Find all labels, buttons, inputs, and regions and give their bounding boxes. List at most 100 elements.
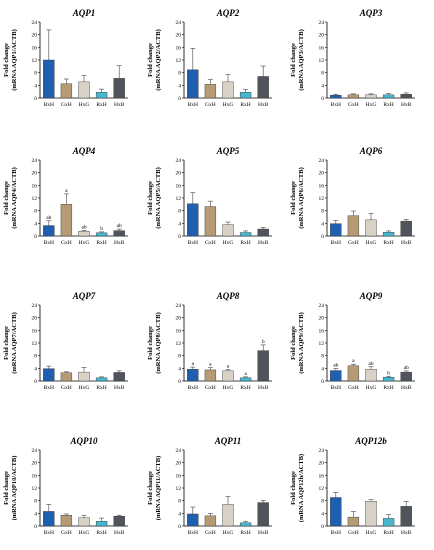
x-tick-label: BxH — [331, 102, 341, 108]
significance-label: a — [244, 371, 247, 377]
bar-bxh — [43, 368, 55, 382]
bar-hxb — [257, 502, 269, 527]
x-tick-label: HxB — [258, 240, 269, 246]
chart-title: AQP6 — [359, 146, 383, 156]
x-tick-label: RxH — [96, 530, 106, 536]
y-tick-label: 16 — [176, 45, 182, 51]
significance-label: ab — [81, 224, 86, 230]
bar-bxh — [187, 513, 199, 527]
significance-label: a — [65, 188, 68, 194]
y-tick-label: 4 — [321, 366, 324, 372]
y-tick-label: 8 — [34, 354, 37, 360]
bar-bxh — [330, 370, 342, 382]
y-tick-label: 0 — [34, 379, 37, 385]
y-axis-label-line1: Fold change — [3, 326, 10, 360]
y-axis-label-line1: Fold change — [3, 181, 10, 215]
bar-rxh — [382, 231, 395, 237]
y-tick-label: 0 — [321, 234, 324, 240]
y-tick-label: 24 — [32, 20, 38, 26]
y-tick-label: 12 — [32, 58, 38, 64]
chart-title: AQP1 — [72, 8, 96, 18]
y-tick-label: 20 — [176, 316, 182, 322]
y-tick-label: 24 — [176, 303, 182, 309]
bar-gxh — [347, 365, 360, 382]
x-tick-label: RxH — [383, 102, 393, 108]
bar-hxg — [222, 504, 234, 527]
x-tick-label: GxH — [205, 530, 216, 536]
significance-label: ab — [404, 365, 409, 371]
bar-bxh — [330, 94, 342, 99]
bar-rxh — [382, 518, 395, 527]
x-tick-label: HxG — [223, 240, 234, 246]
y-tick-label: 4 — [321, 221, 324, 227]
bar-hxb — [400, 220, 412, 237]
bar-hxb — [400, 93, 412, 99]
bar-hxb — [257, 350, 269, 382]
bar-hxg — [78, 371, 90, 382]
chart-title: AQP10 — [70, 436, 99, 446]
bar-hxb — [113, 230, 125, 237]
y-axis-label-line2: (mRNA AQP11/ACTB) — [155, 456, 162, 520]
chart-panel-aqp9: AQP9 Fold change (mRNA AQP9/ACTB) 0 4 8 12 16 20… — [290, 291, 415, 391]
bar-gxh — [60, 372, 73, 382]
x-tick-label: BxH — [331, 530, 341, 536]
bar-gxh — [204, 84, 217, 99]
y-tick-label: 8 — [321, 499, 324, 505]
bar-gxh — [204, 515, 217, 527]
y-tick-label: 20 — [319, 171, 325, 177]
x-tick-label: RxH — [240, 240, 250, 246]
y-tick-label: 4 — [178, 83, 181, 89]
bar-rxh — [95, 521, 108, 527]
x-tick-label: HxB — [258, 102, 269, 108]
chart-panel-aqp10: AQP10 Fold change (mRNA AQP10/ACTB) 0 4 8 12 16… — [3, 436, 128, 536]
chart-panel-aqp2: AQP2 Fold change (mRNA AQP2/ACTB) 0 4 8 12 16 20… — [147, 8, 272, 108]
chart-title: AQP9 — [359, 291, 383, 301]
bar-rxh — [239, 377, 252, 382]
y-tick-label: 24 — [32, 448, 38, 454]
x-tick-label: HxB — [114, 530, 125, 536]
x-tick-label: GxH — [61, 530, 72, 536]
y-tick-label: 12 — [319, 341, 325, 347]
x-tick-label: GxH — [348, 530, 359, 536]
bar-rxh — [95, 232, 108, 237]
bar-hxg — [222, 81, 234, 99]
y-tick-label: 8 — [178, 71, 181, 77]
y-tick-label: 20 — [176, 461, 182, 467]
y-tick-label: 16 — [319, 45, 325, 51]
bar-gxh — [347, 94, 360, 99]
y-tick-label: 0 — [34, 524, 37, 530]
y-tick-label: 12 — [32, 341, 38, 347]
bar-hxg — [365, 369, 377, 382]
x-tick-label: HxG — [79, 530, 90, 536]
x-tick-label: HxB — [401, 102, 412, 108]
y-tick-label: 12 — [32, 196, 38, 202]
x-tick-label: HxG — [366, 385, 377, 391]
y-tick-label: 20 — [32, 33, 38, 39]
bar-hxb — [257, 76, 269, 99]
significance-label: ab — [333, 363, 338, 369]
y-tick-label: 24 — [32, 303, 38, 309]
bar-rxh — [95, 377, 108, 382]
y-tick-label: 4 — [34, 83, 37, 89]
y-tick-label: 4 — [321, 83, 324, 89]
y-tick-label: 16 — [32, 473, 38, 479]
chart-title: AQP7 — [72, 291, 96, 301]
x-tick-label: GxH — [61, 385, 72, 391]
y-tick-label: 24 — [176, 448, 182, 454]
x-tick-label: HxG — [366, 102, 377, 108]
x-tick-label: HxB — [114, 385, 125, 391]
y-tick-label: 0 — [34, 96, 37, 102]
y-tick-label: 16 — [32, 328, 38, 334]
significance-label: b — [262, 339, 265, 345]
y-tick-label: 4 — [34, 511, 37, 517]
x-tick-label: BxH — [188, 240, 198, 246]
chart-title: AQP4 — [72, 146, 96, 156]
y-tick-label: 24 — [176, 20, 182, 26]
chart-panel-aqp5: AQP5 Fold change (mRNA AQP5/ACTB) 0 4 8 12 16 20… — [147, 146, 272, 246]
x-tick-label: BxH — [331, 240, 341, 246]
y-tick-label: 0 — [321, 379, 324, 385]
y-tick-label: 8 — [178, 499, 181, 505]
y-tick-label: 24 — [319, 158, 325, 164]
x-tick-label: RxH — [240, 385, 250, 391]
